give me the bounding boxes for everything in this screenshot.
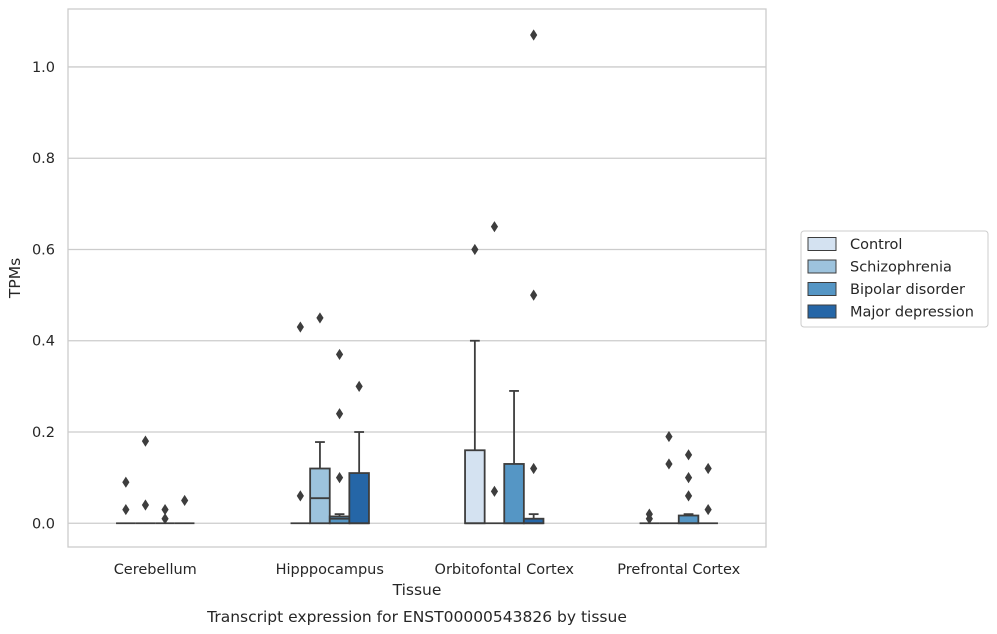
box-body <box>503 463 525 525</box>
outlier-point <box>530 462 538 475</box>
y-tick-label: 1.0 <box>32 60 55 76</box>
legend-swatch <box>807 304 837 319</box>
boxes <box>116 29 718 525</box>
legend-label: Schizophrenia <box>850 260 952 276</box>
outlier-point <box>684 472 693 484</box>
box-3-2 <box>522 29 545 525</box>
outlier-point <box>355 380 363 392</box>
outlier-point <box>665 430 673 443</box>
outlier-point <box>665 458 673 470</box>
box-1-2 <box>484 221 505 525</box>
outlier-point <box>335 472 344 484</box>
legend-swatch <box>807 237 837 251</box>
y-tick-label: 0.8 <box>32 151 55 167</box>
outlier-point <box>490 485 499 497</box>
box-1-1 <box>309 312 331 525</box>
box-body <box>328 515 351 525</box>
outlier-point <box>335 348 344 361</box>
x-tick-label: Prefrontal Cortex <box>617 562 740 578</box>
box-0-2 <box>464 243 486 525</box>
box-1-3 <box>659 430 679 525</box>
box-3-3 <box>698 462 718 525</box>
outlier-point <box>161 513 169 525</box>
box-2-0 <box>155 503 175 525</box>
box-2-2 <box>503 390 525 525</box>
box-3-0 <box>174 494 195 525</box>
plot-area-frame <box>67 8 767 548</box>
x-tick-label: Hipppocampus <box>276 562 384 578</box>
y-tick-label: 0.6 <box>32 242 55 258</box>
outlier-point <box>471 243 479 256</box>
x-axis-label: Tissue <box>392 581 442 599</box>
outlier-point <box>490 221 499 233</box>
box-1-0 <box>135 435 156 525</box>
y-tick-labels: 0.0 0.2 0.4 0.6 0.8 1.0 <box>32 60 55 532</box>
outlier-point <box>296 321 304 333</box>
outlier-point <box>122 503 130 516</box>
x-tick-label: Cerebellum <box>114 562 197 578</box>
outlier-point <box>161 503 169 516</box>
box-0-3 <box>639 508 660 525</box>
y-tick-label: 0.4 <box>32 334 55 350</box>
outlier-point <box>704 503 712 516</box>
outlier-point <box>704 462 712 475</box>
box-2-3 <box>677 449 700 525</box>
legend-label: Control <box>850 237 902 253</box>
outlier-point <box>122 476 130 488</box>
outlier-point <box>141 499 150 511</box>
y-tick-label: 0.2 <box>32 425 55 441</box>
outlier-point <box>141 435 150 447</box>
outlier-point <box>181 494 189 507</box>
legend-label: Major depression <box>850 305 974 321</box>
outlier-point <box>530 289 538 301</box>
outlier-point <box>645 513 653 525</box>
box-2-1 <box>328 348 351 525</box>
outlier-point <box>684 449 693 461</box>
x-tick-label: Orbitofontal Cortex <box>435 562 575 578</box>
y-axis-label: TPMs <box>6 258 24 299</box>
legend-frame <box>800 230 989 328</box>
legend: Control Schizophrenia Bipolar disorder Majo… <box>800 230 989 328</box>
box-body <box>348 472 370 525</box>
box-3-1 <box>348 380 370 525</box>
box-0-1 <box>290 321 311 525</box>
box-0-0 <box>116 476 136 525</box>
legend-swatch <box>807 259 837 274</box>
outlier-point <box>316 312 324 324</box>
gridlines <box>68 66 766 524</box>
outlier-point <box>530 29 538 41</box>
legend-label: Bipolar disorder <box>850 282 965 298</box>
box-body <box>309 467 331 525</box>
outlier-point <box>684 490 693 502</box>
chart-caption: Transcript expression for ENST0000054382… <box>206 608 627 626</box>
outlier-point <box>296 490 304 502</box>
box-body <box>464 449 486 525</box>
box-body <box>677 514 700 525</box>
x-tick-labels: Cerebellum Hipppocampus Orbitofontal Corte… <box>114 562 741 578</box>
legend-swatch <box>807 282 837 296</box>
outlier-point <box>335 408 344 420</box>
y-tick-label: 0.0 <box>32 516 55 532</box>
